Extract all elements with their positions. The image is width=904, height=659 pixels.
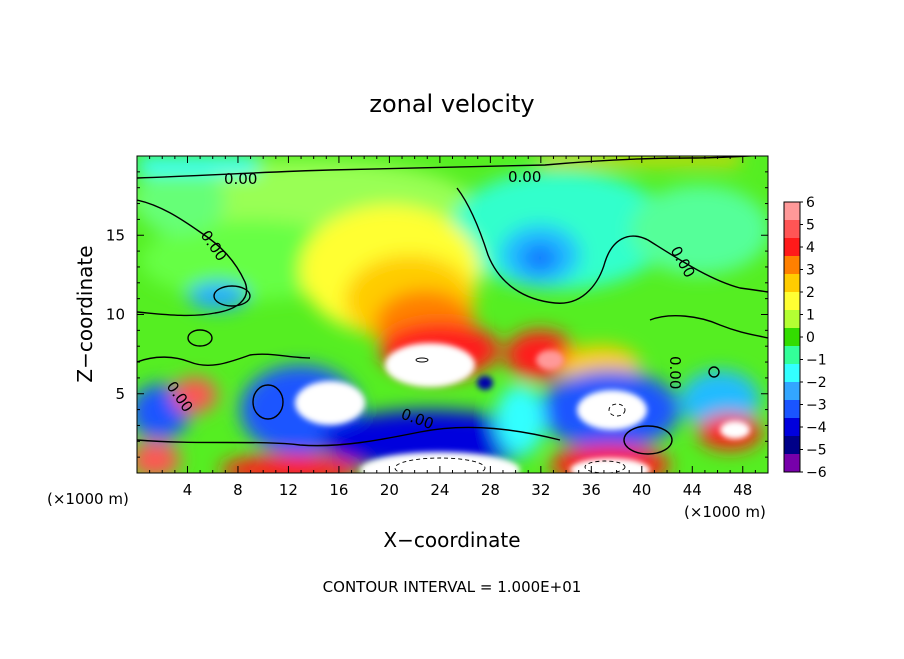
- colorbar-swatch: [784, 346, 800, 365]
- colorbar-label: 3: [806, 263, 815, 279]
- colorbar-label: −6: [806, 465, 827, 481]
- colorbar-swatch: [784, 454, 800, 473]
- colorbar-label: 6: [806, 195, 815, 211]
- colorbar-label: −4: [806, 420, 827, 436]
- x-tick-label: 20: [380, 481, 399, 499]
- colorbar-swatch: [784, 220, 800, 239]
- colorbar-swatch: [784, 202, 800, 221]
- zero-contours: [137, 156, 768, 455]
- x-unit-left: (×1000 m): [47, 490, 129, 508]
- x-tick-label: 32: [531, 481, 550, 499]
- x-unit-right: (×1000 m): [684, 503, 766, 521]
- colorbar-label: −2: [806, 375, 827, 391]
- y-tick-label: 5: [115, 385, 125, 403]
- y-axis: 5 10 15: [106, 171, 768, 458]
- contour-label: 0.00: [666, 356, 684, 389]
- x-axis-title: X−coordinate: [383, 528, 520, 552]
- colorbar-swatch: [784, 238, 800, 257]
- chart-title: zonal velocity: [369, 90, 534, 118]
- y-tick-label: 15: [106, 226, 125, 244]
- colorbar-swatch: [784, 400, 800, 419]
- colorbar-swatch: [784, 364, 800, 383]
- colorbar-swatch: [784, 436, 800, 455]
- y-tick-label: 10: [106, 306, 125, 324]
- x-tick-label: 4: [183, 481, 193, 499]
- plot-area: [137, 156, 768, 473]
- x-tick-label: 8: [233, 481, 243, 499]
- x-tick-label: 44: [683, 481, 702, 499]
- x-tick-label: 12: [279, 481, 298, 499]
- colorbar-label: 1: [806, 308, 815, 324]
- contour-interval-note: CONTOUR INTERVAL = 1.000E+01: [323, 578, 582, 596]
- colorbar-swatch: [784, 292, 800, 311]
- x-tick-label: 48: [733, 481, 752, 499]
- colorbar-label: −1: [806, 353, 827, 369]
- colorbar-label: 2: [806, 285, 815, 301]
- contour-label: 0.00: [508, 168, 541, 186]
- colorbar-label: −3: [806, 398, 827, 414]
- positive-contours: [415, 357, 429, 363]
- colorbar-swatch: [784, 382, 800, 401]
- velocity-extremes: [295, 343, 750, 473]
- x-tick-label: 16: [329, 481, 348, 499]
- negative-contours: [394, 403, 626, 473]
- colorbar-label: −5: [806, 443, 827, 459]
- y-axis-title: Z−coordinate: [73, 245, 97, 382]
- colorbar-swatch: [784, 418, 800, 437]
- colorbar-swatch: [784, 310, 800, 329]
- colorbar: 6 5 4 3 2 1 0 −1 −2 −3 −4 −5 −6: [783, 195, 827, 481]
- colorbar-label: 4: [806, 240, 815, 256]
- x-tick-label: 28: [481, 481, 500, 499]
- x-tick-label: 24: [430, 481, 449, 499]
- colorbar-swatch: [784, 256, 800, 275]
- colorbar-label: 5: [806, 218, 815, 234]
- contour-label: 0.00: [224, 170, 257, 188]
- colorbar-label: 0: [806, 330, 815, 346]
- x-tick-label: 36: [582, 481, 601, 499]
- x-tick-label: 40: [632, 481, 651, 499]
- colorbar-swatch: [784, 274, 800, 293]
- colorbar-swatch: [784, 328, 800, 347]
- x-axis: 4 8 12 16 20 24 28 32 36 40 44 48: [149, 156, 756, 499]
